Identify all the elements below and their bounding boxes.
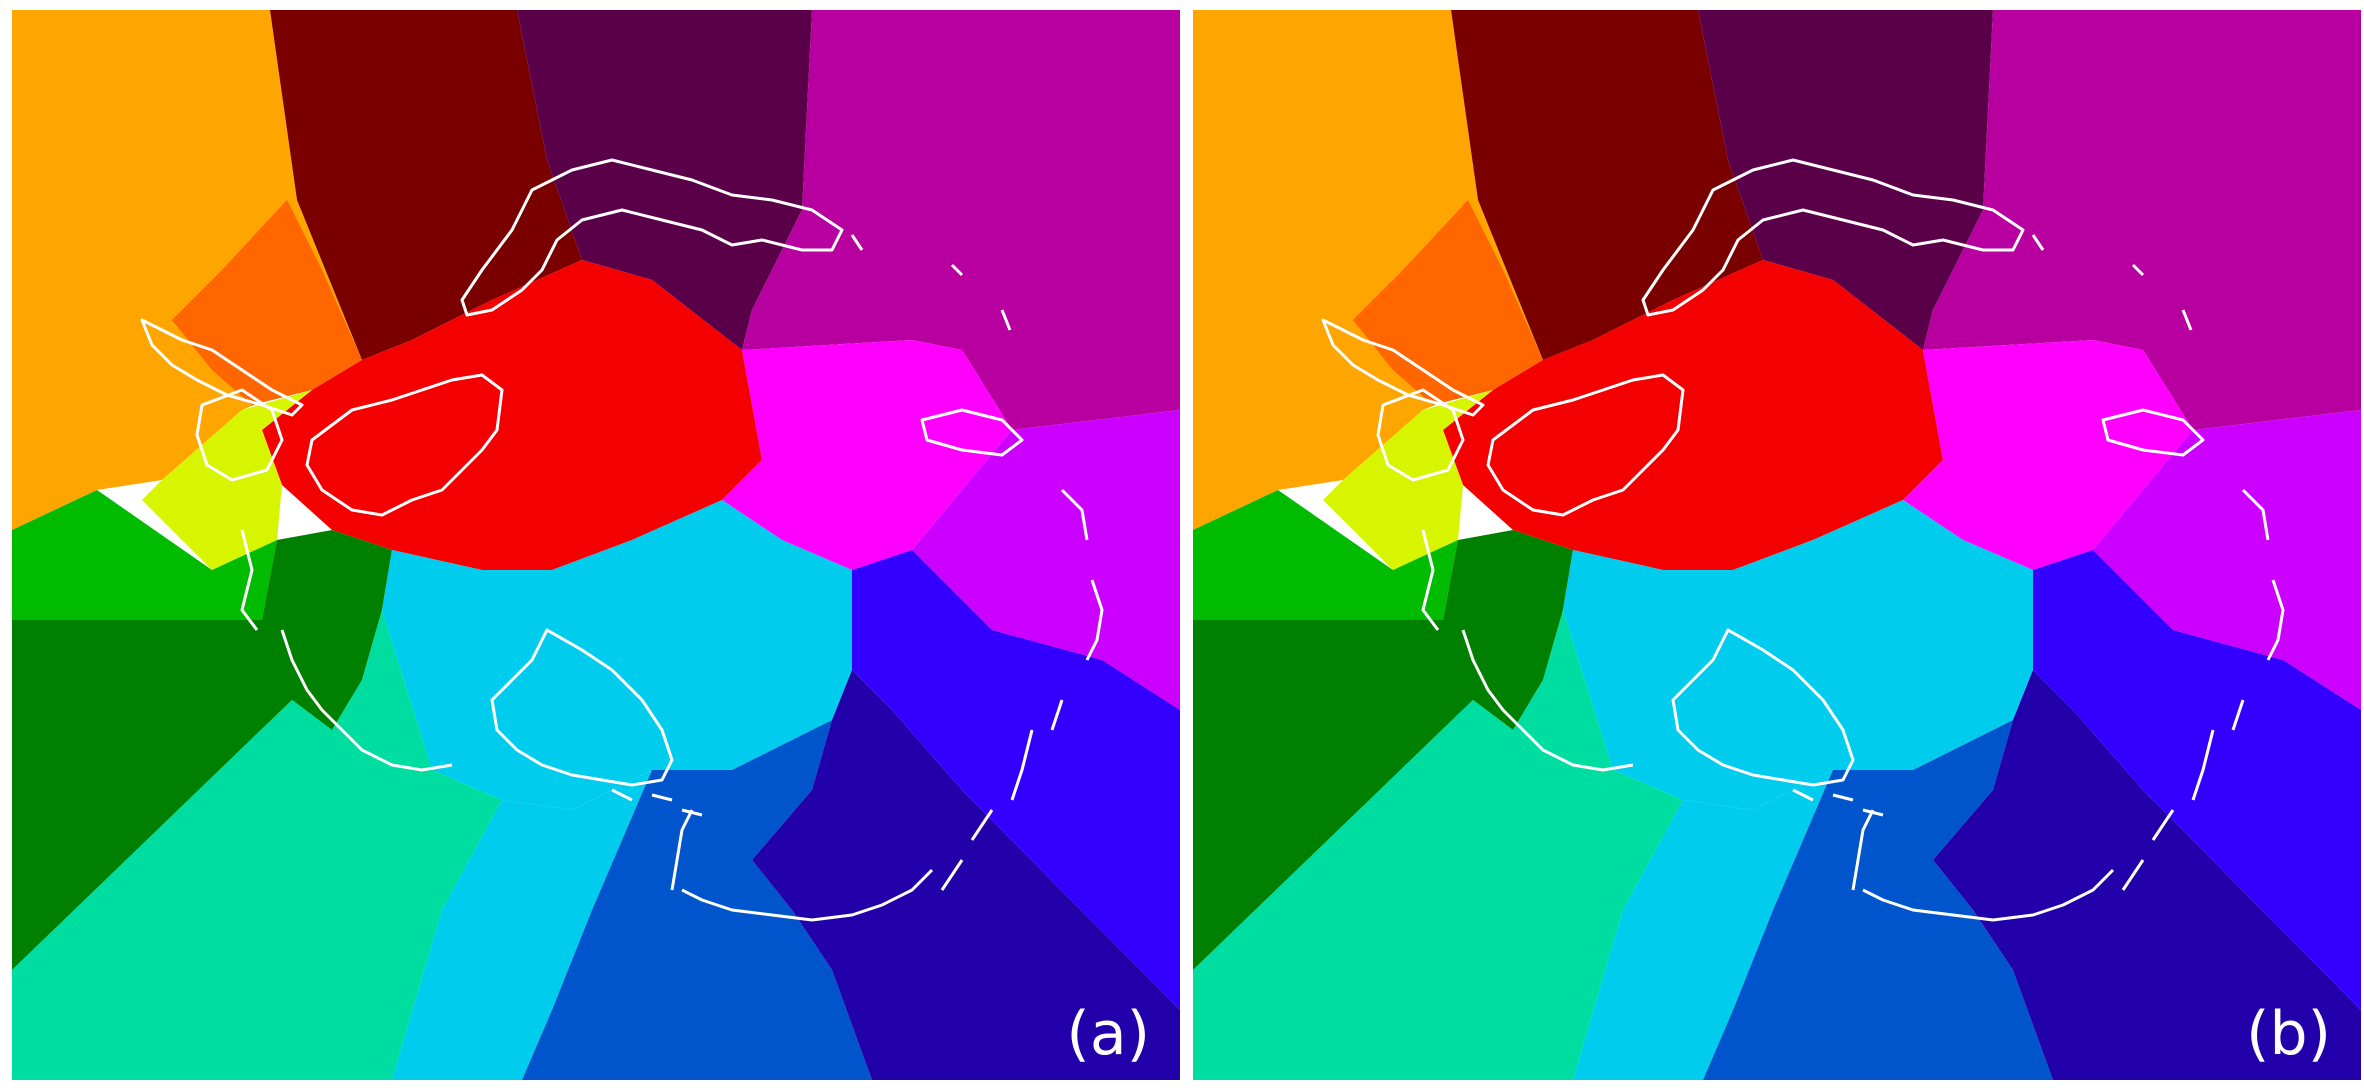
b-region-dark-green: [1193, 530, 1573, 970]
b-region-yellow-green: [1323, 390, 1493, 570]
a-region-dark-blue: [752, 670, 1180, 1080]
a-coast-inland-red: [305, 373, 504, 517]
b-region-maroon: [1451, 10, 1763, 360]
a-region-orange: [12, 10, 362, 530]
a-region-magenta-dark: [742, 10, 1180, 430]
a-coast-west-island: [195, 388, 284, 482]
b-coast-south-chain: [1851, 809, 1875, 891]
map-panel-b: (b): [1193, 10, 2361, 1080]
b-region-dark-purple: [1698, 10, 1993, 350]
b-region-orange: [1193, 10, 1543, 530]
a-region-dark-purple: [517, 10, 812, 350]
a-region-bright-blue: [852, 550, 1180, 1010]
b-coast-east-chain: [1862, 488, 2285, 922]
a-region-aquamarine: [12, 610, 502, 1080]
b-region-dark-blue: [1933, 670, 2361, 1080]
b-coast-north-east-islands: [2031, 234, 2193, 331]
a-region-dark-green: [12, 530, 392, 970]
a-region-red: [262, 260, 762, 570]
a-coast-north-east-islands: [850, 234, 1012, 331]
region-map-a: [12, 10, 1180, 1080]
a-coast-central-island: [490, 628, 674, 787]
b-coast-west-island: [1376, 388, 1465, 482]
b-coast-central-island: [1671, 628, 1855, 787]
b-coast-inland-red: [1486, 373, 1685, 517]
panel-label-b: (b): [2246, 999, 2331, 1069]
b-region-aquamarine: [1193, 610, 1683, 1080]
a-region-maroon: [270, 10, 582, 360]
a-region-green: [12, 490, 277, 620]
a-coast-west-chain: [240, 529, 453, 772]
b-region-magenta-dark: [1923, 10, 2361, 430]
a-region-pink-magenta: [722, 340, 1012, 570]
b-region-blue: [1703, 720, 2053, 1080]
a-coast-east-island: [920, 408, 1024, 457]
panel-label-a: (a): [1066, 999, 1150, 1069]
b-region-pink-magenta: [1903, 340, 2193, 570]
map-panel-a: (a): [12, 10, 1180, 1080]
b-coast-north-west: [1321, 318, 1485, 417]
region-map-b: [1193, 10, 2361, 1080]
b-region-violet: [2093, 410, 2361, 710]
a-coast-north: [460, 158, 844, 317]
b-coast-north: [1641, 158, 2025, 317]
a-region-yellow-green: [142, 390, 312, 570]
b-region-green: [1193, 490, 1458, 620]
a-region-cyan-lower: [392, 770, 652, 1080]
a-region-violet: [912, 410, 1180, 710]
b-region-cyan-lower: [1573, 770, 1833, 1080]
a-coast-east-chain: [681, 488, 1104, 922]
a-coast-south-chain: [670, 809, 694, 891]
b-region-bright-blue: [2033, 550, 2361, 1010]
b-region-red: [1443, 260, 1943, 570]
a-coast-north-west: [140, 318, 304, 417]
b-coast-east-island: [2101, 408, 2205, 457]
b-coast-west-chain: [1421, 529, 1634, 772]
a-region-blue: [522, 720, 872, 1080]
